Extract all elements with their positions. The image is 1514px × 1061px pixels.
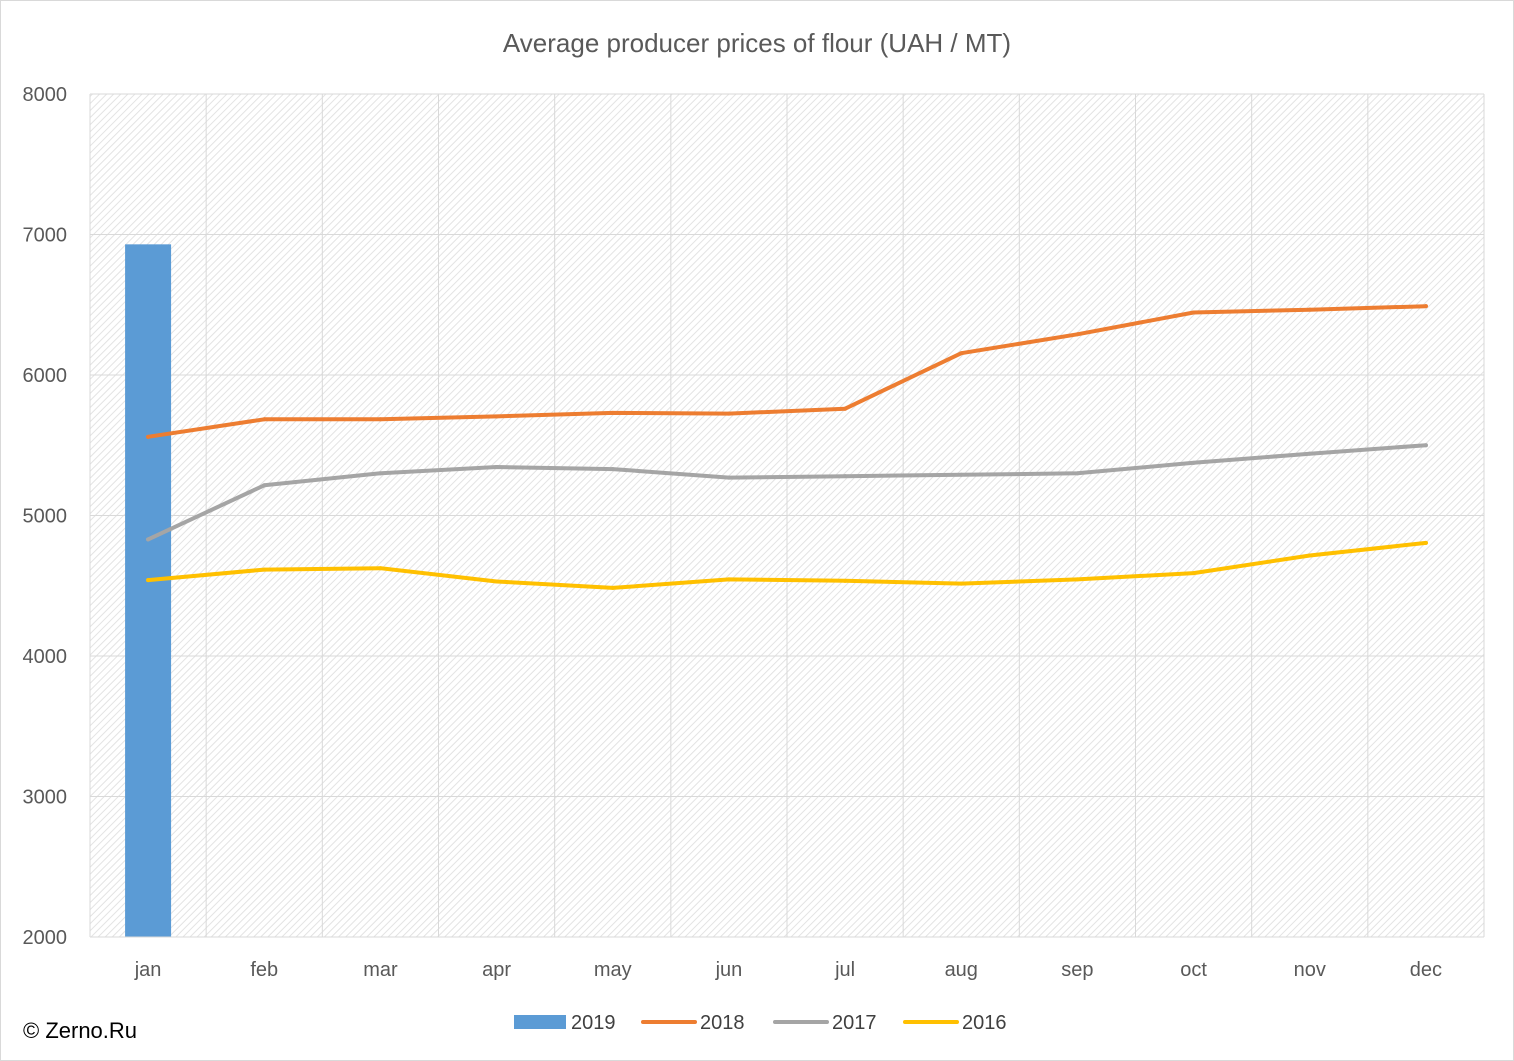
legend-label-2018: 2018 xyxy=(700,1012,745,1034)
point-2017-feb xyxy=(262,483,267,488)
point-2016-jan xyxy=(146,578,151,583)
point-2016-jun xyxy=(726,577,731,582)
point-2018-dec xyxy=(1423,304,1428,309)
point-2016-nov xyxy=(1307,553,1312,558)
point-2016-dec xyxy=(1423,540,1428,545)
point-2017-may xyxy=(610,467,615,472)
chart-title: Average producer prices of flour (UAH / … xyxy=(503,28,1011,58)
legend-label-2017: 2017 xyxy=(832,1012,877,1034)
point-2018-jul xyxy=(843,406,848,411)
point-2018-jun xyxy=(726,411,731,416)
point-2018-apr xyxy=(494,414,499,419)
y-axis-ticks: 2000 3000 4000 5000 6000 7000 8000 xyxy=(23,84,68,949)
point-2017-nov xyxy=(1307,451,1312,456)
point-2017-oct xyxy=(1191,460,1196,465)
bars-2019 xyxy=(125,244,172,937)
x-tick-label: nov xyxy=(1294,959,1326,981)
point-2017-dec xyxy=(1423,443,1428,448)
y-tick-label: 7000 xyxy=(23,225,68,247)
point-2016-mar xyxy=(378,566,383,571)
point-2018-oct xyxy=(1191,310,1196,315)
point-2017-jul xyxy=(843,474,848,479)
point-2018-sep xyxy=(1075,332,1080,337)
x-axis-ticks: jan feb mar apr may jun jul aug sep oct nov dec xyxy=(134,959,1442,981)
x-tick-label: aug xyxy=(945,959,978,981)
y-tick-label: 4000 xyxy=(23,646,68,668)
x-tick-label: dec xyxy=(1410,959,1442,981)
point-2016-sep xyxy=(1075,577,1080,582)
x-tick-label: oct xyxy=(1180,959,1207,981)
x-tick-label: jan xyxy=(134,959,162,981)
point-2018-may xyxy=(610,410,615,415)
x-tick-label: apr xyxy=(482,959,511,981)
point-2017-jun xyxy=(726,475,731,480)
point-2018-aug xyxy=(959,351,964,356)
line-series-2018 xyxy=(146,304,1428,439)
x-tick-label: jul xyxy=(834,959,855,981)
y-tick-label: 8000 xyxy=(23,84,68,106)
legend-label-2019: 2019 xyxy=(571,1012,616,1034)
point-2018-mar xyxy=(378,417,383,422)
copyright-label: © Zerno.Ru xyxy=(23,1018,137,1043)
legend-label-2016: 2016 xyxy=(962,1012,1007,1034)
point-2016-feb xyxy=(262,567,267,572)
legend-swatch-2019 xyxy=(514,1015,566,1029)
legend: 2019 2018 2017 2016 xyxy=(514,1012,1007,1034)
x-tick-label: may xyxy=(594,959,632,981)
y-tick-label: 6000 xyxy=(23,365,68,387)
line-series-2016 xyxy=(146,540,1428,590)
point-2016-oct xyxy=(1191,571,1196,576)
point-2018-nov xyxy=(1307,307,1312,312)
point-2018-feb xyxy=(262,417,267,422)
point-2017-apr xyxy=(494,465,499,470)
x-tick-label: sep xyxy=(1061,959,1093,981)
point-2017-aug xyxy=(959,472,964,477)
series-lines xyxy=(146,304,1428,590)
y-tick-label: 5000 xyxy=(23,506,68,528)
bar-2019-jan xyxy=(125,244,172,937)
y-tick-label: 2000 xyxy=(23,927,68,949)
point-2016-jul xyxy=(843,578,848,583)
point-2017-mar xyxy=(378,471,383,476)
point-2016-aug xyxy=(959,581,964,586)
line-series-2017 xyxy=(146,443,1428,542)
y-tick-label: 3000 xyxy=(23,787,68,809)
point-2018-jan xyxy=(146,434,151,439)
x-tick-label: mar xyxy=(363,959,398,981)
point-2016-may xyxy=(610,585,615,590)
point-2016-apr xyxy=(494,579,499,584)
point-2017-jan xyxy=(146,537,151,542)
gridlines xyxy=(89,93,1485,937)
point-2017-sep xyxy=(1075,471,1080,476)
x-tick-label: feb xyxy=(250,959,278,981)
x-tick-label: jun xyxy=(715,959,743,981)
